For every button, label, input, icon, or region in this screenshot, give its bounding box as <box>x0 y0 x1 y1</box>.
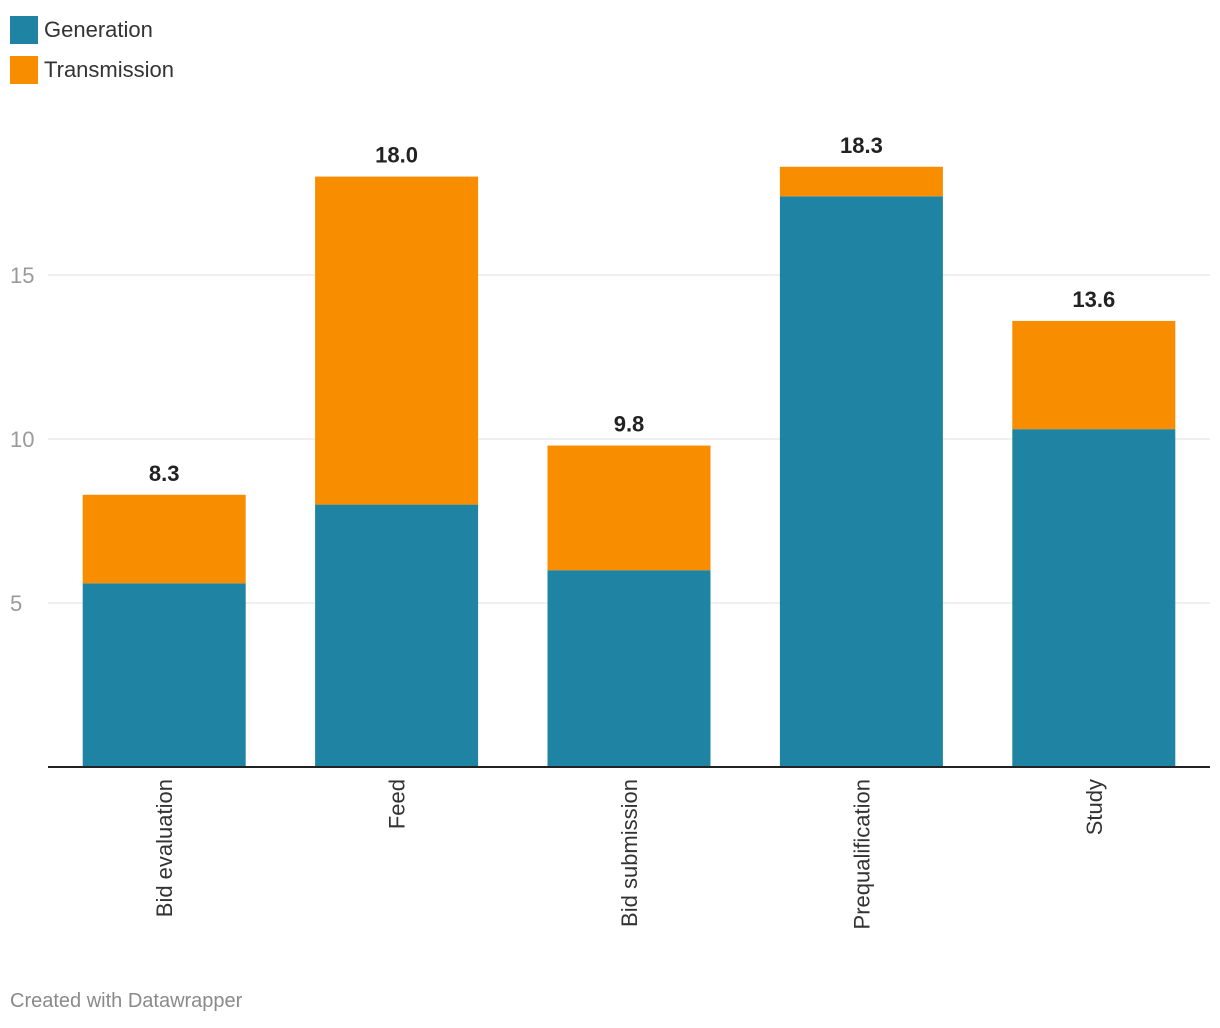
x-category-label: Study <box>1082 779 1107 835</box>
x-category-label: Feed <box>385 779 410 829</box>
bar-generation-feed <box>315 504 479 767</box>
bar-transmission-feed <box>315 176 479 505</box>
total-label: 13.6 <box>1072 287 1115 312</box>
bar-transmission-bid-evaluation <box>82 494 246 584</box>
total-label: 18.3 <box>840 133 883 158</box>
bar-transmission-study <box>1012 320 1176 430</box>
total-label: 8.3 <box>149 461 180 486</box>
x-category-label: Bid evaluation <box>152 779 177 917</box>
y-tick-label: 10 <box>10 427 34 452</box>
legend-swatch-transmission <box>10 56 38 84</box>
bar-transmission-prequalification <box>779 166 943 197</box>
total-label: 9.8 <box>614 412 645 437</box>
legend-item-transmission: Transmission <box>10 50 174 90</box>
x-category-label: Bid submission <box>617 779 642 927</box>
legend: Generation Transmission <box>10 10 174 90</box>
legend-label-transmission: Transmission <box>44 57 174 82</box>
legend-item-generation: Generation <box>10 10 174 50</box>
total-label: 18.0 <box>375 143 418 168</box>
bar-generation-prequalification <box>779 196 943 767</box>
bar-generation-study <box>1012 429 1176 767</box>
bar-generation-bid-evaluation <box>82 583 246 767</box>
legend-swatch-generation <box>10 16 38 44</box>
bar-generation-bid-submission <box>547 570 711 767</box>
x-category-label: Prequalification <box>849 779 874 929</box>
bar-transmission-bid-submission <box>547 445 711 571</box>
y-tick-label: 5 <box>10 591 22 616</box>
legend-label-generation: Generation <box>44 17 153 42</box>
y-tick-label: 15 <box>10 263 34 288</box>
footer-credit: Created with Datawrapper <box>10 990 243 1012</box>
